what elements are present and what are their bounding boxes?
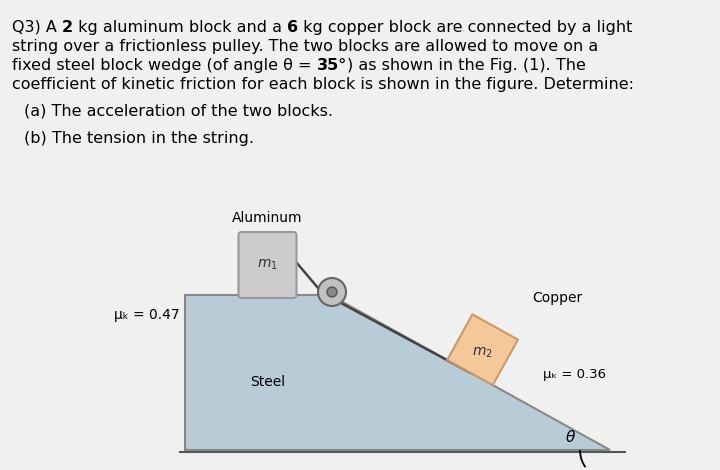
Text: ) as shown in the Fig. (1). The: ) as shown in the Fig. (1). The bbox=[347, 58, 586, 73]
Polygon shape bbox=[185, 295, 610, 450]
Text: Copper: Copper bbox=[533, 291, 582, 305]
Text: $m_1$: $m_1$ bbox=[257, 258, 278, 272]
Text: Q3) A: Q3) A bbox=[12, 20, 62, 35]
Text: 35°: 35° bbox=[317, 58, 347, 73]
Text: 6: 6 bbox=[287, 20, 298, 35]
Text: kg copper block are connected by a light: kg copper block are connected by a light bbox=[298, 20, 633, 35]
Text: μₖ = 0.47: μₖ = 0.47 bbox=[114, 308, 180, 322]
Text: θ: θ bbox=[565, 431, 575, 446]
Text: kg aluminum block and a: kg aluminum block and a bbox=[73, 20, 287, 35]
Text: Steel: Steel bbox=[250, 376, 285, 390]
Text: coefficient of kinetic friction for each block is shown in the figure. Determine: coefficient of kinetic friction for each… bbox=[12, 77, 634, 92]
Circle shape bbox=[327, 287, 337, 297]
Text: (a) The acceleration of the two blocks.: (a) The acceleration of the two blocks. bbox=[24, 104, 333, 119]
Text: $m_2$: $m_2$ bbox=[472, 345, 493, 360]
Text: string over a frictionless pulley. The two blocks are allowed to move on a: string over a frictionless pulley. The t… bbox=[12, 39, 598, 54]
FancyBboxPatch shape bbox=[238, 232, 297, 298]
Polygon shape bbox=[447, 314, 518, 385]
Text: (b) The tension in the string.: (b) The tension in the string. bbox=[24, 131, 254, 146]
Text: μₖ = 0.36: μₖ = 0.36 bbox=[543, 368, 606, 381]
Text: Aluminum: Aluminum bbox=[233, 211, 302, 225]
Text: 2: 2 bbox=[62, 20, 73, 35]
Text: fixed steel block wedge (of angle θ =: fixed steel block wedge (of angle θ = bbox=[12, 58, 317, 73]
Circle shape bbox=[318, 278, 346, 306]
